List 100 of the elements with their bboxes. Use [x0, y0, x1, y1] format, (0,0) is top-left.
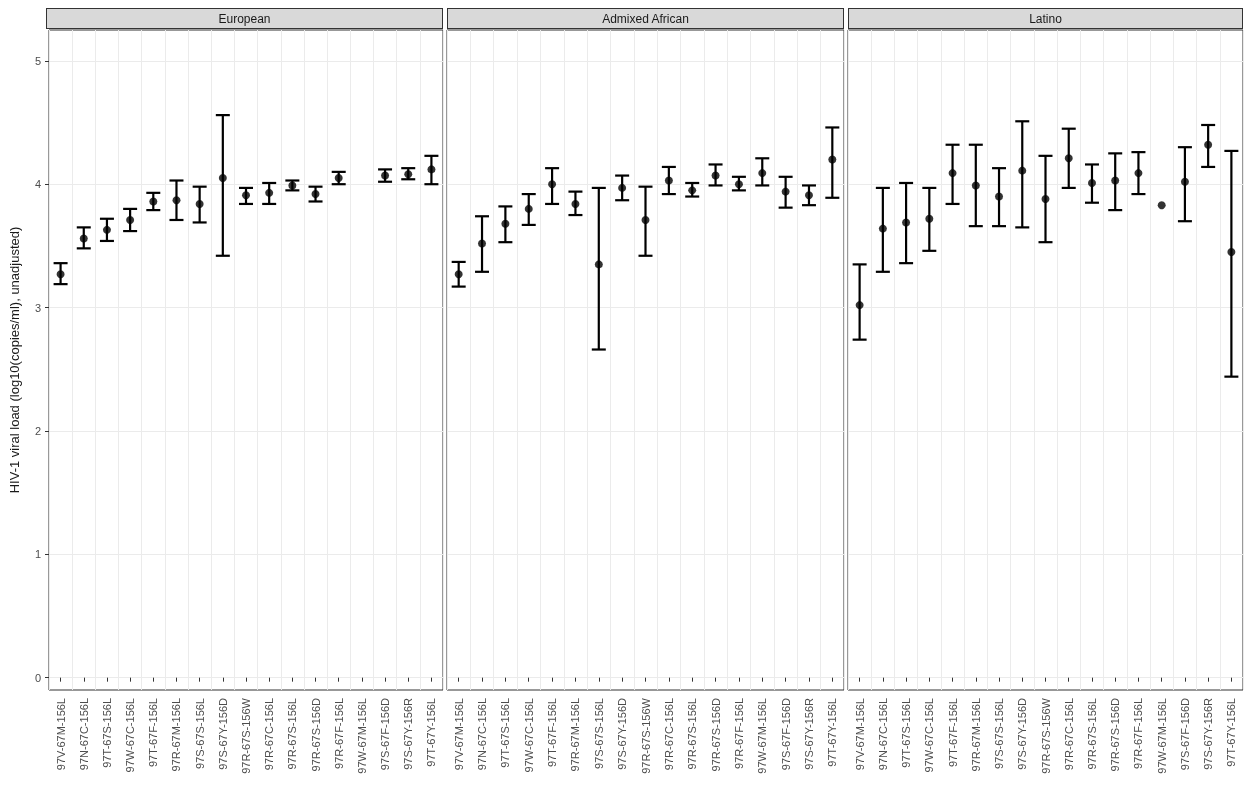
- y-tick-label: 2: [34, 424, 41, 437]
- point: [265, 188, 274, 197]
- x-tick-label: 97S-67S-156L: [193, 698, 206, 769]
- x-tick-label: 97N-67C-156L: [77, 698, 90, 771]
- x-tick-label: 97R-67S-156D: [709, 697, 722, 772]
- point: [195, 199, 204, 208]
- x-tick-label: 97R-67F-156L: [732, 698, 745, 769]
- x-tick-label: 97R-67S-156L: [286, 698, 299, 770]
- chart-title: Admixed African: [447, 8, 844, 29]
- point: [102, 225, 111, 234]
- point: [218, 174, 227, 183]
- x-tick-label: 97N-67C-156L: [476, 698, 489, 771]
- point: [1087, 178, 1096, 187]
- x-tick-label: 97W-67C-156L: [522, 698, 535, 773]
- point: [618, 183, 627, 192]
- x-tick-label: 97R-67F-156L: [332, 698, 345, 769]
- point: [478, 239, 487, 248]
- point: [971, 181, 980, 190]
- x-tick-label: 97R-67M-156L: [969, 698, 982, 772]
- x-tick-label: 97S-67Y-156R: [402, 697, 415, 770]
- x-tick-label: 97T-67F-156L: [147, 698, 160, 768]
- x-tick-label: 97W-67C-156L: [923, 698, 936, 773]
- y-tick-label: 5: [34, 54, 41, 67]
- point: [454, 270, 463, 279]
- point: [79, 234, 88, 243]
- point: [548, 180, 557, 189]
- y-tick-label: 4: [34, 178, 41, 191]
- y-tick-label: 0: [34, 671, 41, 684]
- point: [172, 196, 181, 205]
- point: [1134, 169, 1143, 178]
- point: [571, 199, 580, 208]
- point: [925, 214, 934, 223]
- x-tick-label: 97V-67M-156L: [452, 698, 465, 771]
- x-tick-label: 97T-67Y-156L: [826, 698, 839, 767]
- chart-title: European: [46, 8, 443, 29]
- y-axis-title: HIV-1 viral load (log10(copies/ml), unadjusted): [7, 226, 22, 494]
- point: [948, 169, 957, 178]
- x-tick-label: 97W-67C-156L: [124, 698, 137, 773]
- point: [149, 197, 158, 206]
- y-tick-label: 1: [34, 548, 41, 561]
- point: [734, 180, 743, 189]
- chart-title: Latino: [848, 8, 1243, 29]
- x-tick-label: 97T-67F-156L: [946, 698, 959, 768]
- x-tick-label: 97R-67C-156L: [1062, 698, 1075, 771]
- x-tick-label: 97R-67C-156L: [263, 698, 276, 771]
- point: [664, 176, 673, 185]
- x-tick-label: 97R-67S-156D: [1109, 697, 1122, 772]
- x-tick-label: 97R-67M-156L: [170, 698, 183, 772]
- x-tick-label: 97V-67M-156L: [853, 698, 866, 771]
- point: [1041, 195, 1050, 204]
- x-tick-label: 97T-67S-156L: [100, 698, 113, 768]
- x-tick-label: 97W-67M-156L: [1155, 698, 1168, 774]
- x-tick-label: 97W-67M-156L: [355, 698, 368, 774]
- point: [1227, 248, 1236, 257]
- point: [427, 165, 436, 174]
- point: [126, 215, 135, 224]
- point: [804, 191, 813, 200]
- x-tick-label: 97N-67C-156L: [876, 698, 889, 771]
- point: [711, 171, 720, 180]
- x-tick-label: 97S-67F-156D: [779, 697, 792, 771]
- point: [1111, 176, 1120, 185]
- point: [855, 301, 864, 310]
- point: [828, 155, 837, 164]
- point: [501, 219, 510, 228]
- point: [242, 191, 250, 200]
- x-tick-label: 97S-67Y-156R: [802, 697, 815, 770]
- point: [688, 186, 697, 195]
- x-tick-label: 97W-67M-156L: [756, 698, 769, 774]
- x-tick-label: 97T-67S-156L: [900, 698, 913, 768]
- point: [1018, 166, 1027, 175]
- point: [1204, 140, 1213, 149]
- y-tick-label: 3: [34, 301, 41, 314]
- point: [56, 270, 65, 279]
- x-tick-label: 97S-67Y-156D: [216, 697, 229, 770]
- x-tick-label: 97R-67F-156L: [1132, 698, 1145, 769]
- point: [1157, 201, 1166, 210]
- x-tick-label: 97R-67S-156L: [686, 698, 699, 770]
- x-tick-label: 97T-67S-156L: [499, 698, 512, 768]
- point: [594, 260, 603, 269]
- x-tick-label: 97R-67C-156L: [662, 698, 675, 771]
- x-tick-label: 97T-67F-156L: [546, 698, 559, 768]
- point: [878, 224, 887, 233]
- point: [1064, 154, 1073, 163]
- x-tick-label: 97S-67F-156D: [379, 697, 392, 771]
- x-tick-label: 97R-67S-156W: [639, 697, 652, 774]
- x-tick-label: 97S-67S-156L: [592, 698, 605, 769]
- point: [641, 215, 650, 224]
- x-tick-label: 97T-67Y-156L: [1225, 698, 1238, 767]
- point: [524, 204, 533, 213]
- x-tick-label: 97S-67Y-156D: [1016, 697, 1029, 770]
- x-tick-label: 97S-67Y-156R: [1202, 697, 1215, 770]
- x-tick-label: 97R-67S-156D: [309, 697, 322, 772]
- point: [758, 169, 767, 178]
- x-tick-label: 97R-67M-156L: [569, 698, 582, 772]
- point: [311, 190, 320, 199]
- x-tick-label: 97R-67S-156W: [1039, 697, 1052, 774]
- point: [781, 187, 790, 196]
- x-tick-label: 97S-67F-156D: [1178, 697, 1191, 771]
- point: [1180, 177, 1189, 186]
- point: [995, 192, 1004, 201]
